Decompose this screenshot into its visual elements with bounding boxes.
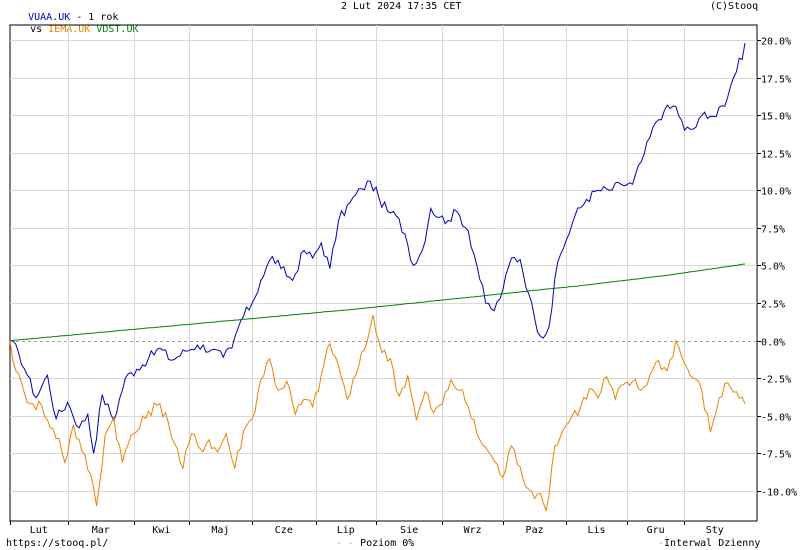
interval-label: Interwal Dzienny <box>664 538 761 549</box>
datetime-label: 2 Lut 2024 17:35 CET <box>341 1 462 12</box>
copyright-label: (C)Stooq <box>710 1 759 12</box>
y-tick-label: 17.5% <box>761 75 791 86</box>
y-tick-label: 10.0% <box>761 187 791 198</box>
compare-symbol-iema[interactable]: IEMA.UK <box>48 24 91 35</box>
y-tick-label: -7.5% <box>761 450 791 461</box>
x-tick-label: Sty <box>706 525 724 536</box>
x-tick-label: Lut <box>30 525 48 536</box>
zero-level-legend: - - Poziom 0% <box>336 538 415 549</box>
y-tick-label: 20.0% <box>761 37 791 48</box>
period-label: - 1 rok <box>70 12 119 23</box>
y-tick-label: 5.0% <box>761 262 785 273</box>
compare-symbol-vdst[interactable]: VDST.UK <box>96 24 139 35</box>
plot-frame <box>9 24 758 522</box>
y-tick-label: 2.5% <box>761 300 785 311</box>
x-tick-label: Gru <box>647 525 665 536</box>
zero-level-label: Poziom 0% <box>360 538 415 549</box>
x-tick-label: Lip <box>337 525 355 536</box>
y-tick-label: -10.0% <box>761 488 797 499</box>
y-tick-label: 15.0% <box>761 112 791 123</box>
vs-label: vs <box>30 24 49 35</box>
series-line-vuaa-uk <box>10 42 746 454</box>
x-tick-label: Maj <box>211 525 229 536</box>
x-tick-label: Sie <box>400 525 418 536</box>
main-symbol-link[interactable]: VUAA.UK <box>28 12 71 23</box>
y-tick-label: 12.5% <box>761 150 791 161</box>
x-tick-label: Lis <box>588 525 606 536</box>
y-tick-label: 0.0% <box>761 338 785 349</box>
y-tick-label: 7.5% <box>761 225 785 236</box>
x-tick-label: Kwi <box>152 525 170 536</box>
y-tick-label: -2.5% <box>761 375 791 386</box>
x-tick-label: Cze <box>275 525 293 536</box>
x-tick-label: Paz <box>526 525 544 536</box>
stooq-link[interactable]: https://stooq.pl/ <box>6 538 109 549</box>
x-tick-label: Mar <box>92 525 110 536</box>
interval-legend: -Interwal Dzienny <box>658 538 761 549</box>
series-line-iema-uk <box>9 314 746 513</box>
y-tick-label: -5.0% <box>761 413 791 424</box>
series-line-vdst-uk <box>9 263 746 342</box>
x-tick-label: Wrz <box>464 525 482 536</box>
